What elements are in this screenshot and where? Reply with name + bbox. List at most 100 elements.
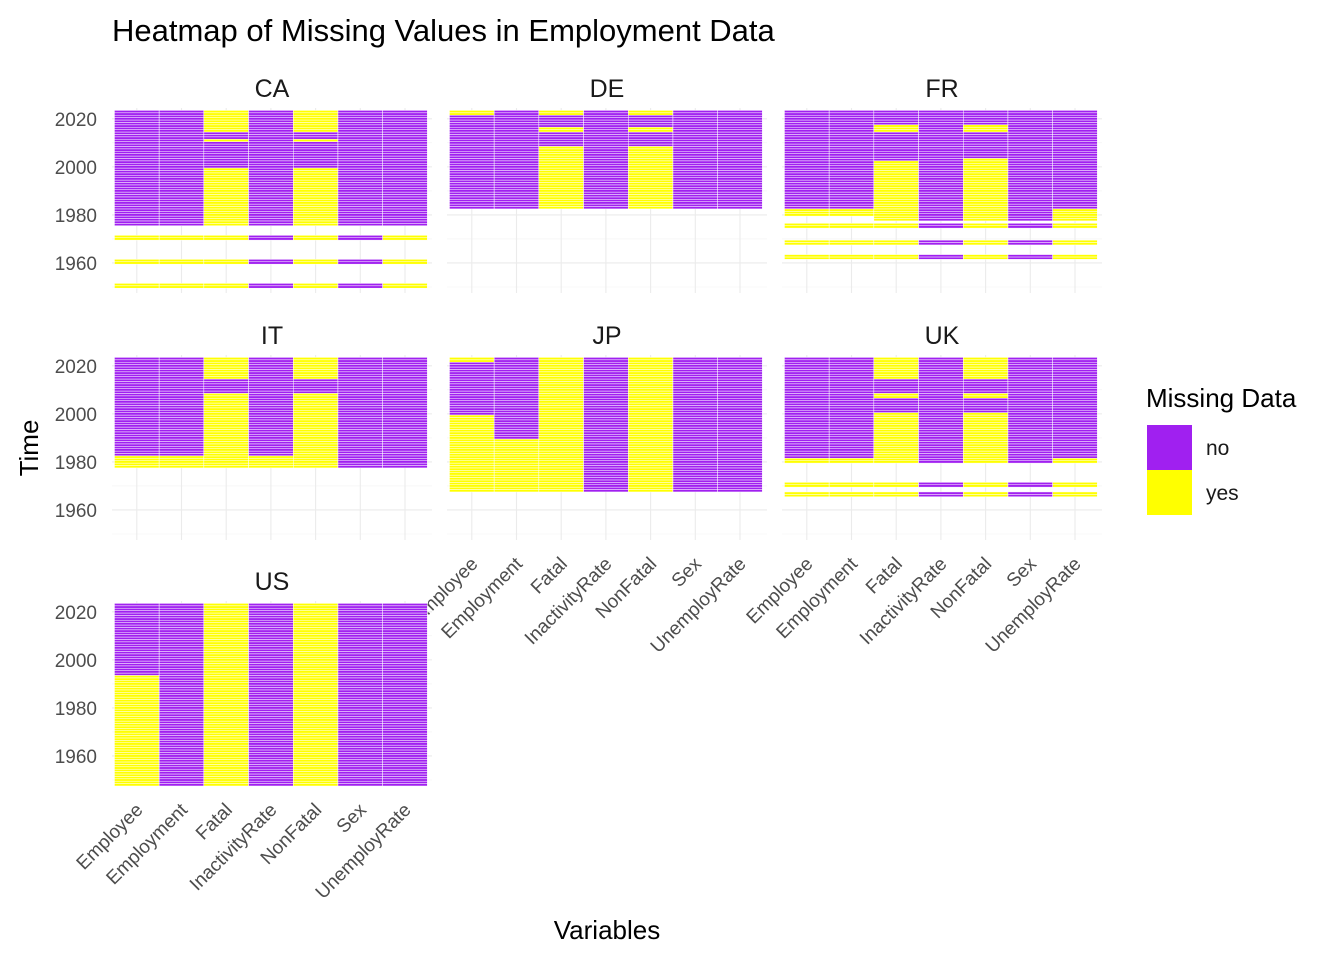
heatmap-tile-no [114, 163, 160, 166]
heatmap-tile-yes [628, 414, 674, 418]
heatmap-tile-no [158, 163, 205, 166]
heatmap-tile-no [583, 385, 629, 389]
heatmap-tile-no [538, 117, 584, 121]
heatmap-tile-yes [873, 206, 919, 210]
heatmap-tile-no [672, 194, 718, 198]
heatmap-tile-yes [203, 615, 249, 619]
heatmap-tile-no [493, 414, 540, 418]
heatmap-tile-no [717, 148, 763, 152]
heatmap-tile-no [672, 477, 718, 481]
heatmap-tile-no [382, 644, 428, 647]
heatmap-tile-no [784, 134, 830, 138]
heatmap-tile-yes [203, 639, 249, 643]
heatmap-tile-yes [538, 158, 584, 162]
heatmap-tile-yes [203, 189, 249, 193]
heatmap-tile-yes [628, 484, 674, 488]
heatmap-tile-no [493, 398, 540, 401]
heatmap-tile-yes [628, 460, 674, 464]
heatmap-tile-yes [293, 689, 339, 693]
heatmap-tile-yes [203, 617, 249, 621]
heatmap-tile-yes [828, 482, 875, 485]
heatmap-tile-no [1007, 203, 1053, 207]
heatmap-tile-no [918, 434, 964, 437]
heatmap-tile-no [337, 689, 383, 693]
heatmap-tile-no [337, 725, 383, 729]
heatmap-tile-no [918, 199, 964, 202]
heatmap-tile-yes [293, 607, 339, 611]
heatmap-tile-no [918, 453, 964, 457]
heatmap-tile-no [114, 668, 160, 671]
heatmap-tile-no [382, 692, 428, 695]
heatmap-tile-no [1007, 458, 1053, 461]
heatmap-tile-no [248, 211, 294, 214]
heatmap-tile-yes [963, 359, 1009, 363]
heatmap-tile-yes [293, 431, 339, 435]
heatmap-tile-yes [873, 494, 919, 498]
heatmap-tile-yes [293, 732, 339, 736]
heatmap-tile-no [672, 450, 718, 454]
heatmap-tile-no [248, 607, 294, 611]
legend-label: yes [1206, 482, 1239, 505]
heatmap-tile-no [158, 385, 205, 389]
heatmap-tile-no [828, 398, 875, 401]
heatmap-tile-no [784, 170, 830, 174]
heatmap-tile-no [382, 203, 428, 207]
heatmap-tile-no [583, 388, 629, 392]
heatmap-tile-no [337, 631, 383, 635]
heatmap-tile-no [158, 191, 205, 195]
heatmap-tile-no [158, 450, 205, 454]
heatmap-tile-yes [449, 110, 495, 114]
heatmap-tile-no [449, 203, 495, 207]
heatmap-tile-yes [493, 443, 540, 447]
heatmap-tile-no [337, 663, 383, 667]
heatmap-tile-yes [203, 422, 249, 425]
heatmap-tile-no [717, 460, 763, 464]
heatmap-tile-no [538, 136, 584, 140]
heatmap-tile-no [1052, 426, 1098, 430]
heatmap-tile-no [828, 141, 875, 145]
heatmap-tile-yes [873, 429, 919, 433]
heatmap-tile-no [873, 131, 919, 135]
heatmap-tile-no [1052, 189, 1098, 193]
heatmap-tile-no [114, 124, 160, 128]
heatmap-tile-yes [449, 455, 495, 459]
heatmap-tile-no [493, 206, 540, 210]
heatmap-tile-no [583, 479, 629, 483]
heatmap-tile-no [493, 126, 540, 130]
heatmap-tile-no [918, 148, 964, 152]
heatmap-tile-yes [203, 672, 249, 676]
heatmap-tile-yes [493, 477, 540, 481]
heatmap-tile-no [382, 764, 428, 768]
heatmap-tile-no [382, 680, 428, 683]
heatmap-tile-no [203, 158, 249, 162]
heatmap-tile-yes [493, 467, 540, 471]
heatmap-tile-yes [293, 179, 339, 183]
heatmap-tile-no [918, 429, 964, 433]
heatmap-tile-no [337, 675, 383, 679]
heatmap-tile-no [203, 141, 249, 145]
heatmap-tile-no [382, 670, 428, 674]
heatmap-tile-no [717, 383, 763, 387]
heatmap-tile-no [784, 131, 830, 135]
heatmap-tile-no [248, 728, 294, 731]
heatmap-tile-yes [203, 373, 249, 377]
heatmap-tile-no [337, 378, 383, 382]
heatmap-tile-yes [203, 723, 249, 727]
heatmap-tile-yes [628, 194, 674, 198]
heatmap-tile-no [248, 764, 294, 768]
heatmap-tile-no [828, 143, 875, 147]
heatmap-tile-no [1007, 453, 1053, 457]
heatmap-tile-no [583, 364, 629, 368]
heatmap-tile-no [1007, 369, 1053, 373]
heatmap-tile-no [1007, 131, 1053, 135]
heatmap-tile-no [114, 179, 160, 183]
heatmap-tile-yes [784, 460, 830, 464]
heatmap-tile-no [1007, 376, 1053, 380]
heatmap-tile-no [248, 376, 294, 380]
heatmap-tile-no [717, 110, 763, 114]
heatmap-tile-yes [449, 489, 495, 493]
heatmap-tile-no [828, 189, 875, 193]
heatmap-tile-no [873, 136, 919, 140]
heatmap-tile-no [1052, 143, 1098, 147]
